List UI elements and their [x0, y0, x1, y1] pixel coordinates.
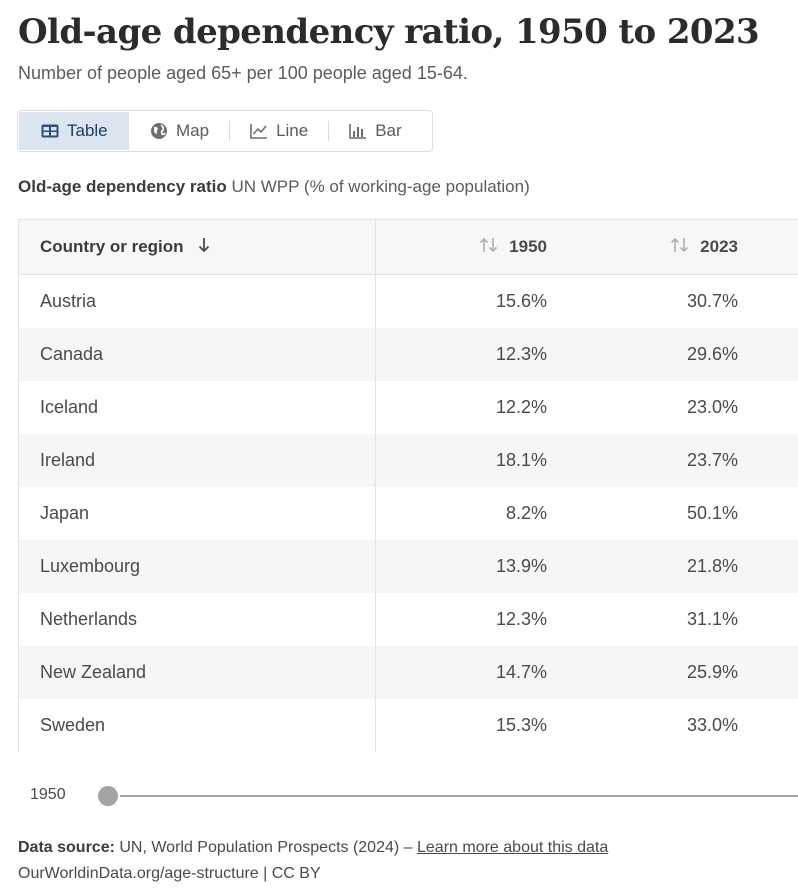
tab-bar-label: Bar	[375, 121, 402, 140]
data-source-label: Data source:	[18, 839, 115, 856]
table-row: New Zealand 14.7% 25.9%	[19, 646, 798, 699]
value-2023-cell: 23.0%	[686, 397, 738, 417]
data-source: Data source: UN, World Population Prospe…	[18, 839, 608, 857]
country-cell: Luxembourg	[19, 540, 376, 593]
tab-divider	[328, 121, 330, 141]
country-cell: Canada	[19, 328, 376, 381]
table-row: Japan 8.2% 50.1%	[19, 487, 798, 540]
sort-icon	[479, 237, 499, 258]
timeline-slider: 1950	[0, 780, 798, 814]
value-2023-cell: 23.7%	[686, 450, 738, 470]
column-header-country[interactable]: Country or region	[19, 220, 376, 274]
page-subtitle: Number of people aged 65+ per 100 people…	[18, 63, 468, 83]
value-2023-cell: 30.7%	[686, 291, 738, 311]
tab-table-label: Table	[67, 121, 108, 140]
data-table: Country or region 1950 2023 Austria 15.6%…	[18, 219, 798, 752]
country-cell: Iceland	[19, 381, 376, 434]
page-title: Old-age dependency ratio, 1950 to 2023	[18, 12, 760, 52]
value-1950-cell: 15.3%	[495, 715, 547, 735]
table-row: Austria 15.6% 30.7%	[19, 275, 798, 328]
country-cell: Japan	[19, 487, 376, 540]
table-row: Sweden 15.3% 33.0%	[19, 699, 798, 752]
table-row: Canada 12.3% 29.6%	[19, 328, 798, 381]
table-body: Austria 15.6% 30.7% Canada 12.3% 29.6% Iceland…	[19, 275, 798, 752]
value-1950-cell: 12.3%	[495, 609, 547, 629]
tab-line-label: Line	[276, 121, 309, 140]
country-cell: Austria	[19, 275, 376, 328]
country-cell: Sweden	[19, 699, 376, 752]
tab-divider	[229, 121, 231, 141]
table-caption-source: UN WPP (% of working-age population)	[226, 177, 530, 196]
tab-map[interactable]: Map	[130, 111, 229, 151]
tab-map-label: Map	[176, 121, 210, 140]
column-header-country-label: Country or region	[40, 237, 184, 256]
value-1950-cell: 18.1%	[495, 450, 547, 470]
column-header-2023-label: 2023	[700, 237, 738, 256]
tab-bar[interactable]: Bar	[329, 111, 421, 151]
view-tabs: Table Map Line Bar	[17, 110, 433, 152]
value-2023-cell: 25.9%	[686, 662, 738, 682]
table-caption: Old-age dependency ratio UN WPP (% of wo…	[18, 177, 530, 197]
bar-chart-icon	[349, 123, 367, 139]
country-cell: New Zealand	[19, 646, 376, 699]
value-1950-cell: 12.2%	[495, 397, 547, 417]
tab-line[interactable]: Line	[230, 111, 328, 151]
timeline-track[interactable]	[120, 795, 798, 797]
value-1950-cell: 12.3%	[495, 344, 547, 364]
column-header-2023[interactable]: 2023	[547, 237, 738, 258]
value-1950-cell: 8.2%	[505, 503, 547, 523]
value-1950-cell: 15.6%	[495, 291, 547, 311]
value-2023-cell: 50.1%	[686, 503, 738, 523]
value-1950-cell: 14.7%	[495, 662, 547, 682]
table-icon	[41, 124, 59, 138]
sort-arrow-down-icon	[198, 237, 210, 258]
value-2023-cell: 33.0%	[686, 715, 738, 735]
table-header-row: Country or region 1950 2023	[19, 220, 798, 275]
table-row: Netherlands 12.3% 31.1%	[19, 593, 798, 646]
table-row: Luxembourg 13.9% 21.8%	[19, 540, 798, 593]
data-source-text: UN, World Population Prospects (2024) –	[114, 839, 417, 856]
column-header-1950[interactable]: 1950	[376, 237, 547, 258]
sort-icon	[670, 237, 690, 258]
country-cell: Ireland	[19, 434, 376, 487]
line-chart-icon	[250, 123, 268, 139]
learn-more-link[interactable]: Learn more about this data	[417, 839, 609, 856]
globe-icon	[150, 122, 168, 140]
value-2023-cell: 31.1%	[686, 609, 738, 629]
timeline-start-label: 1950	[30, 786, 66, 803]
value-2023-cell: 21.8%	[686, 556, 738, 576]
table-row: Ireland 18.1% 23.7%	[19, 434, 798, 487]
column-header-1950-label: 1950	[509, 237, 547, 256]
country-cell: Netherlands	[19, 593, 376, 646]
tab-table[interactable]: Table	[19, 112, 129, 150]
table-caption-metric: Old-age dependency ratio	[18, 177, 227, 196]
timeline-handle[interactable]	[98, 786, 118, 806]
table-row: Iceland 12.2% 23.0%	[19, 381, 798, 434]
credit-line: OurWorldinData.org/age-structure | CC BY	[18, 865, 321, 882]
value-1950-cell: 13.9%	[495, 556, 547, 576]
value-2023-cell: 29.6%	[686, 344, 738, 364]
